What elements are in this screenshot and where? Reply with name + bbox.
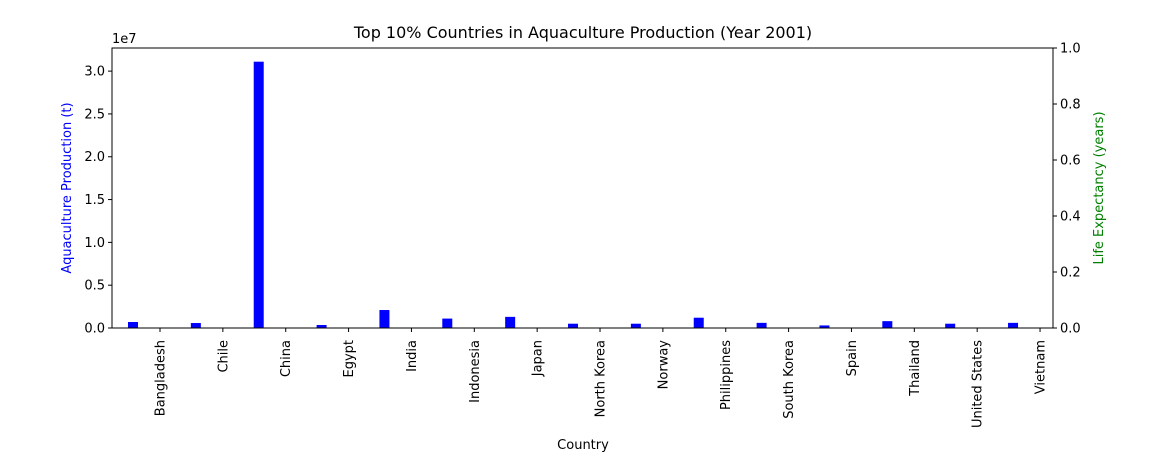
plot-frame [111,47,1054,329]
x-tick-label: United States [971,340,986,428]
y2-tick-label: 0.2 [1060,266,1081,281]
y2-axis-label: Life Expectancy (years) [1092,111,1107,264]
x-tick-label: Egypt [342,340,357,378]
x-tick-label: Bangladesh [154,340,169,416]
x-tick-label: Chile [216,340,231,373]
x-tick-label: Spain [845,340,860,376]
y-tick-label: 2.0 [84,150,105,165]
x-tick-label: North Korea [594,340,609,417]
bar [1008,322,1019,328]
y-tick-label: 1.0 [84,236,105,251]
bar [253,61,264,328]
bar [756,322,767,328]
y2-tick-label: 0.8 [1060,98,1081,113]
x-tick-label: India [405,340,420,372]
bar [882,321,893,328]
y-tick-label: 0.0 [84,322,105,337]
y2-tick-label: 0.0 [1060,322,1081,337]
x-tick-label: Philippines [719,340,734,410]
y-tick-label: 0.5 [84,279,105,294]
bar [568,323,579,328]
chart-title: Top 10% Countries in Aquaculture Product… [353,23,812,42]
bar [693,317,704,328]
x-tick-label: Indonesia [468,340,483,403]
y-tick-label: 1.5 [84,193,105,208]
bar [945,323,956,328]
y-axis-label: Aquaculture Production (t) [60,102,75,273]
bar [128,322,138,328]
x-axis-label: Country [557,438,609,453]
y-offset-label: 1e7 [112,32,137,47]
x-tick-label: Thailand [908,340,923,397]
x-tick-label: South Korea [782,340,797,419]
y2-tick-label: 1.0 [1060,42,1081,57]
x-tick-label: Vietnam [1034,340,1049,394]
y2-tick-label: 0.4 [1060,210,1081,225]
x-tick-label: China [279,340,294,377]
x-tick-label: Japan [531,340,546,377]
bar [316,325,327,328]
bar [442,318,453,328]
y-tick-label: 2.5 [84,107,105,122]
bar [190,323,201,328]
bar [379,310,390,328]
bar [630,323,641,328]
y2-tick-label: 0.6 [1060,154,1081,169]
bar [505,316,516,328]
bar [819,325,830,328]
y-tick-label: 3.0 [84,65,105,80]
x-tick-label: Norway [656,340,671,390]
